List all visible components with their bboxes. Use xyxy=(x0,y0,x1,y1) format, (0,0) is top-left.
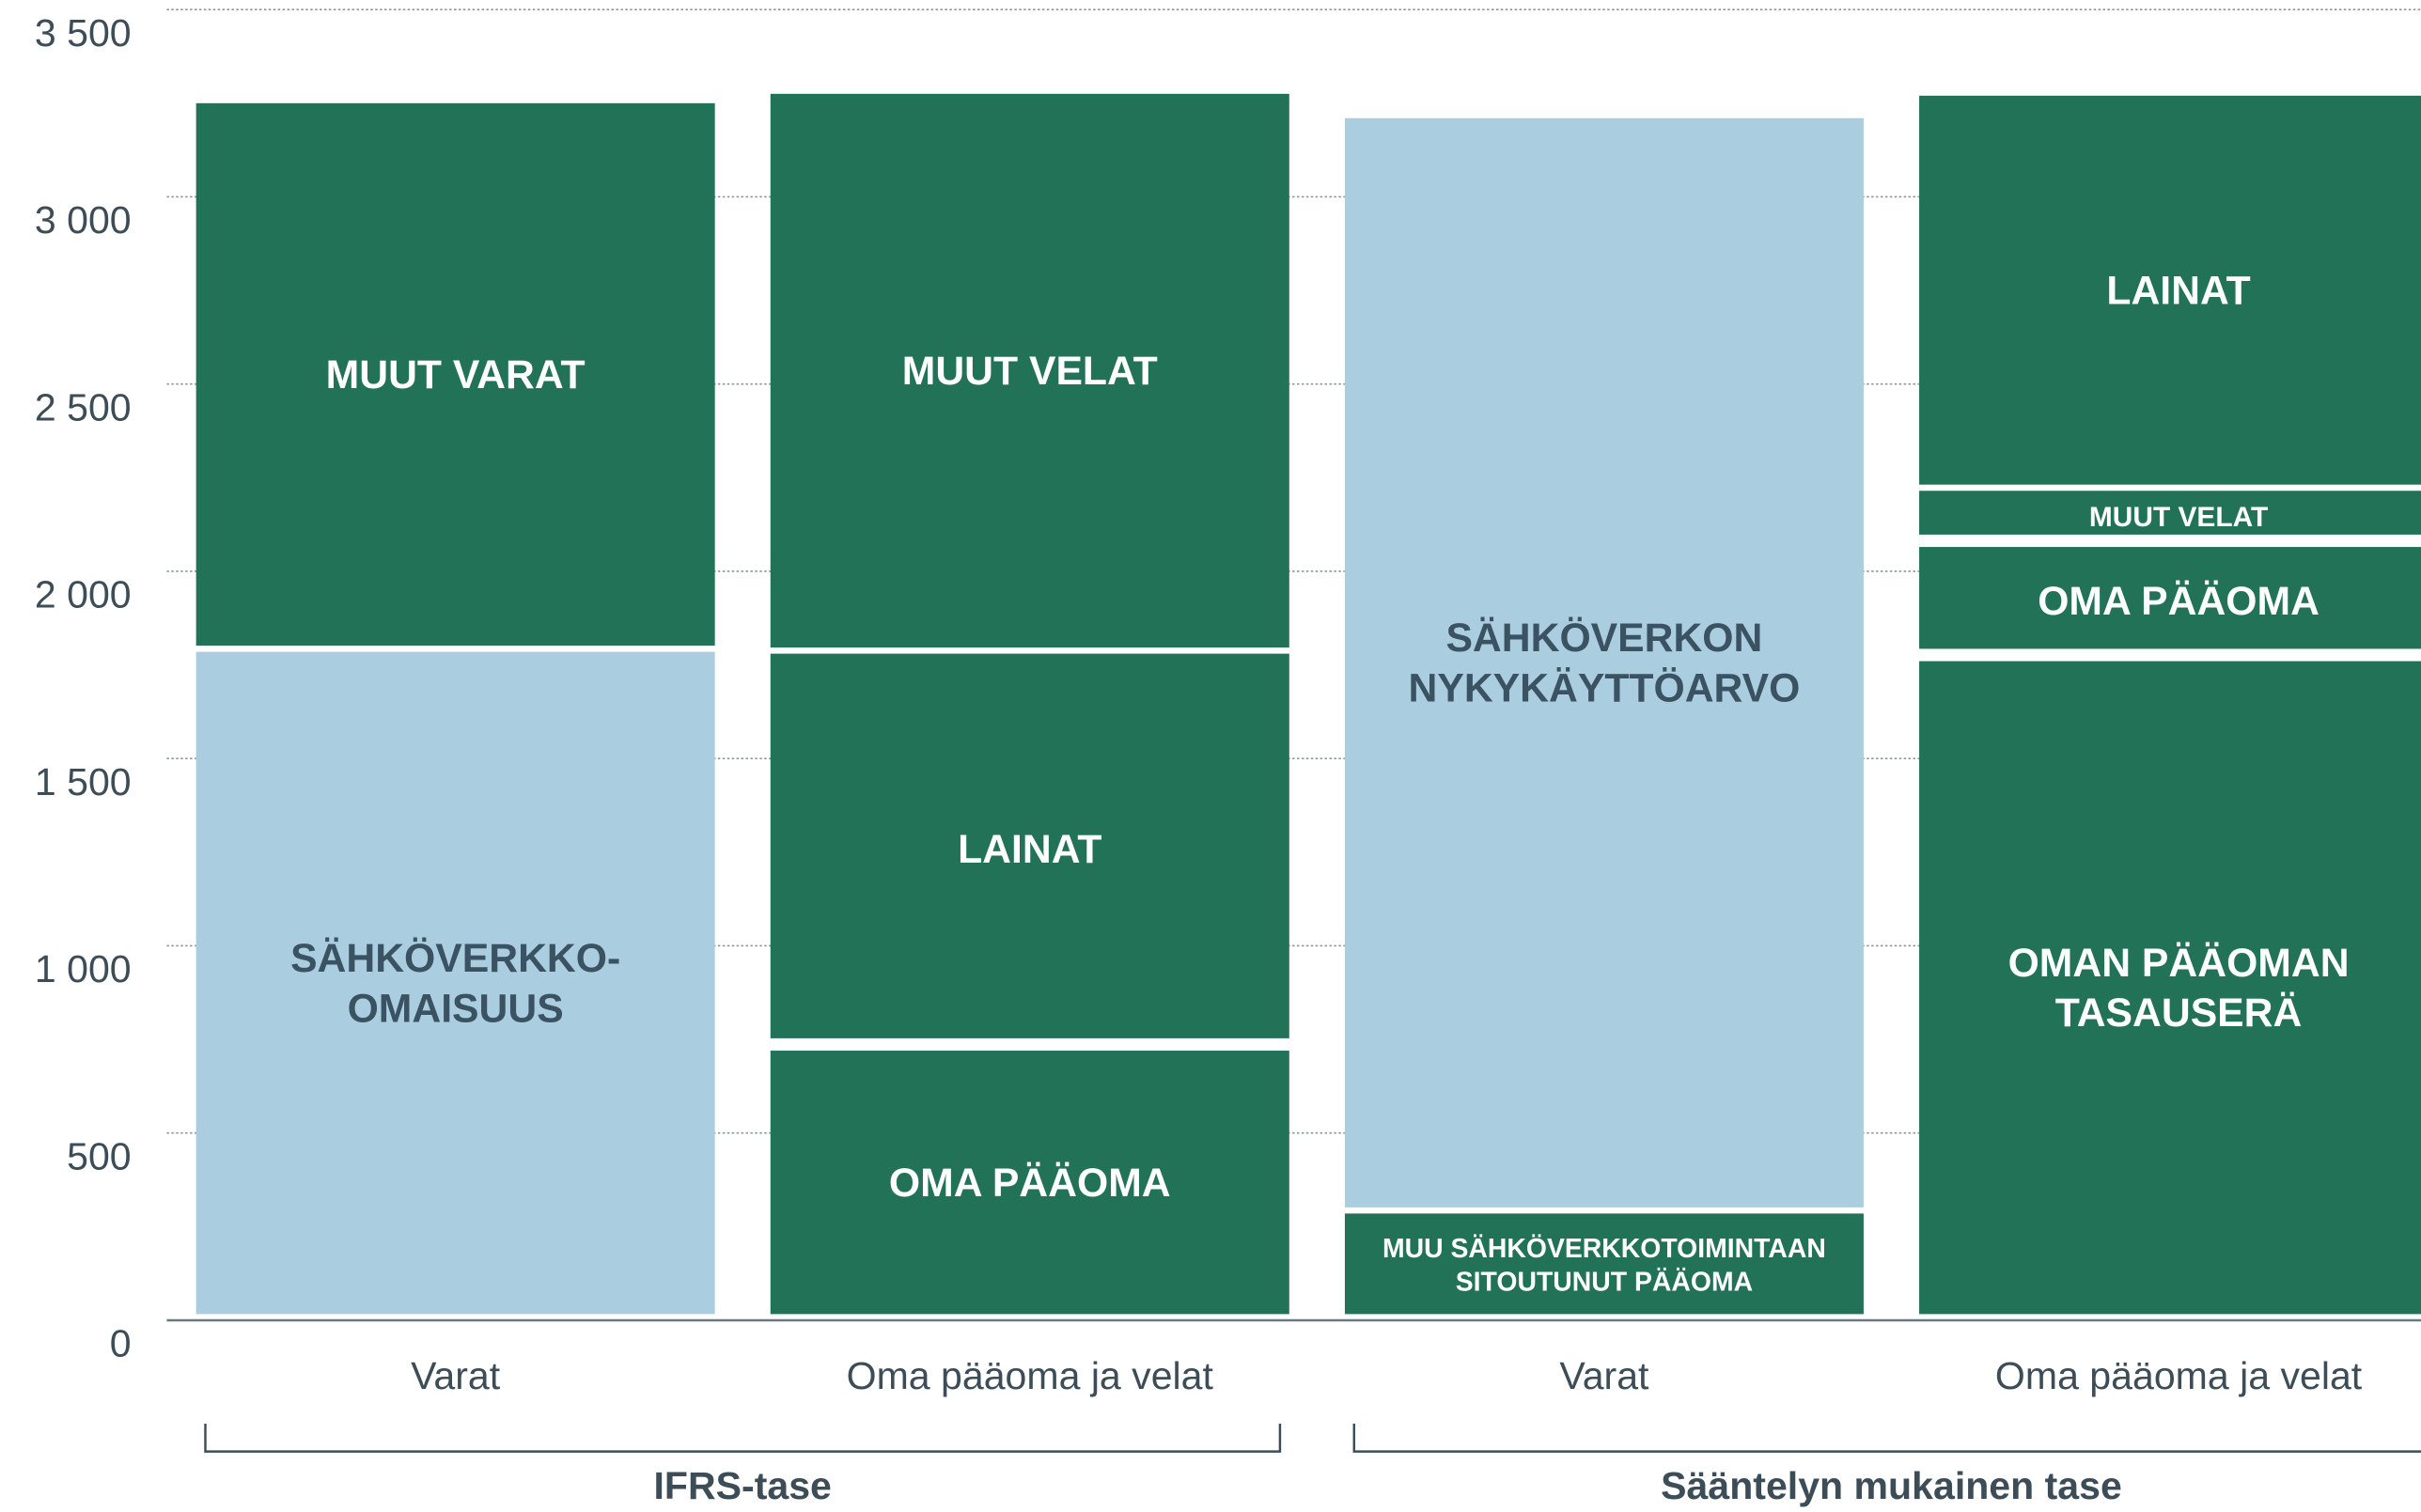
segment-label: MUUT VARAT xyxy=(326,352,586,397)
bar-segment xyxy=(770,93,1289,648)
segment-label: OMA PÄÄOMA xyxy=(2038,579,2319,624)
x-tick-label: Varat xyxy=(411,1354,501,1397)
segment-label: MUU SÄHKÖVERKKOTOIMINTAAN xyxy=(1382,1234,1826,1264)
segment-label: TASAUSERÄ xyxy=(2055,990,2303,1036)
group-bracket xyxy=(1352,1424,2421,1453)
bar-segment xyxy=(1919,547,2421,649)
group-label: IFRS-tase xyxy=(654,1464,832,1507)
y-tick-label: 0 xyxy=(110,1322,132,1365)
y-tick-label: 3 500 xyxy=(35,11,132,55)
segment-label: SÄHKÖVERKKO- xyxy=(290,936,620,981)
segment-label: OMAN PÄÄOMAN xyxy=(2008,941,2350,986)
bar-segment xyxy=(1919,95,2421,485)
segment-label: SITOUTUNUT PÄÄOMA xyxy=(1456,1267,1753,1297)
x-tick-label: Varat xyxy=(1559,1354,1649,1397)
group-label: Sääntelyn mukainen tase xyxy=(1661,1464,2122,1507)
segment-label: LAINAT xyxy=(2106,268,2250,313)
segment-label: OMA PÄÄOMA xyxy=(889,1161,1171,1206)
bar-segment xyxy=(195,102,715,647)
segment-label: OMAISUUS xyxy=(348,986,564,1031)
y-tick-label: 2 500 xyxy=(35,385,132,429)
x-tick-label: Oma pääoma ja velat xyxy=(847,1354,1214,1397)
segment-label: NYKYKÄYTTÖARVO xyxy=(1409,666,1801,711)
group-bracket xyxy=(204,1424,1282,1453)
bar-segment xyxy=(770,653,1289,1038)
segment-label: MUUT VELAT xyxy=(2089,502,2268,533)
y-tick-label: 500 xyxy=(67,1134,132,1177)
bar-segment xyxy=(770,1051,1289,1315)
y-tick-label: 2 000 xyxy=(35,573,132,616)
bar-segment xyxy=(1919,661,2421,1315)
y-tick-label: 3 000 xyxy=(35,198,132,242)
y-tick-label: 1 500 xyxy=(35,760,132,803)
segment-label: SÄHKÖVERKON xyxy=(1445,616,1762,661)
bar-segment xyxy=(1344,1213,1864,1315)
segment-label: LAINAT xyxy=(958,827,1101,872)
x-tick-label: Oma pääoma ja velat xyxy=(1995,1354,2363,1397)
bar-segment xyxy=(1344,117,1864,1208)
bar-segment xyxy=(1919,491,2421,535)
segment-label: MUUT VELAT xyxy=(902,349,1158,394)
bar-segment xyxy=(195,651,715,1315)
y-tick-label: 1 000 xyxy=(35,947,132,990)
